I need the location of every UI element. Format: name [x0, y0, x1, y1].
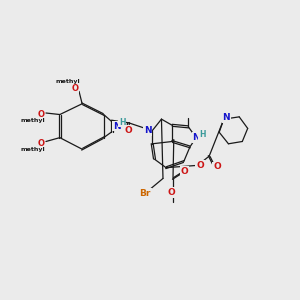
Text: H: H — [119, 118, 125, 127]
Text: O: O — [196, 161, 204, 170]
Text: O: O — [181, 167, 188, 176]
Text: H: H — [199, 130, 206, 139]
Text: O: O — [38, 110, 45, 119]
Text: O: O — [125, 126, 133, 135]
Text: Br: Br — [140, 189, 151, 198]
Text: O: O — [72, 84, 79, 93]
Text: methyl: methyl — [56, 79, 81, 84]
Text: N: N — [192, 133, 200, 142]
Text: N: N — [113, 122, 121, 130]
Text: O: O — [38, 139, 45, 148]
Text: O: O — [168, 188, 175, 197]
Text: methyl: methyl — [20, 118, 45, 123]
Text: O: O — [213, 162, 221, 171]
Text: methyl: methyl — [20, 147, 45, 152]
Text: N: N — [144, 126, 152, 135]
Text: N: N — [222, 113, 230, 122]
